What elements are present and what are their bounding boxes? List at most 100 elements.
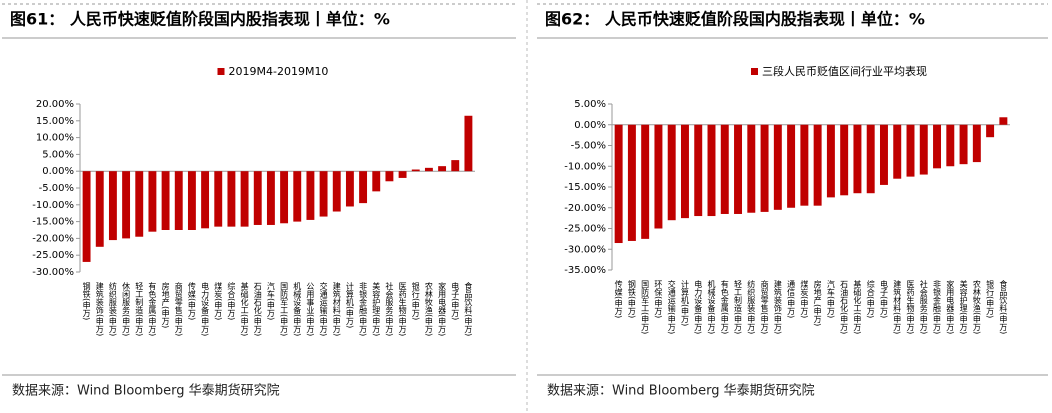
x-tick-label: 电子(申万) — [879, 279, 888, 318]
bar — [227, 171, 236, 227]
x-tick-label: 环保(申万) — [654, 280, 663, 318]
bar — [240, 171, 249, 227]
x-tick-label: 汽车(申万) — [266, 281, 275, 320]
x-tick-label: 公用事业(申万) — [306, 282, 315, 336]
bar — [135, 171, 144, 237]
bar — [201, 171, 210, 229]
x-tick-label: 社会服务(申万) — [919, 279, 928, 334]
bar — [614, 124, 623, 244]
x-tick-label: 煤炭(申万) — [800, 279, 809, 318]
x-tick-label: 非银金融(申万) — [933, 279, 942, 334]
x-tick-label: 纺织服装(申万) — [108, 281, 117, 336]
bar — [148, 171, 157, 232]
bar — [734, 124, 743, 214]
bar — [946, 124, 955, 167]
source: 数据来源：Wind Bloomberg 华泰期货研究院 — [12, 383, 280, 399]
bar — [879, 124, 888, 185]
bar — [214, 171, 223, 227]
chart-title: 图61： 人民币快速贬值阶段国内股指表现丨单位：% — [10, 10, 390, 29]
bar — [906, 124, 915, 177]
bar — [122, 171, 131, 239]
x-tick-label: 电子(申万) — [451, 281, 460, 320]
bar — [319, 171, 328, 217]
legend-label: 2019M4-2019M10 — [229, 65, 329, 78]
y-tick-label: 10.00% — [36, 133, 74, 144]
y-tick-label: -25.00% — [32, 250, 74, 261]
bar — [280, 171, 289, 224]
bar — [385, 171, 394, 182]
x-tick-label: 交通运输(申万) — [319, 281, 328, 336]
x-tick-label: 农林牧渔(申万) — [424, 281, 433, 336]
x-tick-label: 有色金属(申万) — [148, 281, 157, 336]
bar — [654, 124, 663, 229]
x-tick-label: 钢铁(申万) — [627, 279, 636, 318]
x-tick-label: 通信(申万) — [787, 279, 796, 318]
x-tick-label: 医药生物(申万) — [906, 280, 915, 334]
legend-label: 三段人民币贬值区间行业平均表现 — [762, 64, 927, 78]
bar — [773, 124, 782, 210]
y-tick-label: -25.00% — [564, 224, 606, 235]
x-tick-label: 纺织服装(申万) — [747, 279, 756, 334]
bar — [747, 124, 756, 213]
x-tick-label: 交通运输(申万) — [667, 279, 676, 334]
x-tick-label: 建筑装饰(申万) — [95, 281, 104, 336]
bar — [398, 171, 407, 178]
bar — [667, 124, 676, 221]
y-tick-label: 0.00% — [574, 120, 606, 131]
legend-swatch — [217, 68, 225, 75]
x-tick-label: 国防军工(申万) — [280, 282, 289, 336]
bar — [720, 124, 729, 214]
x-tick-label: 美容护理(申万) — [372, 281, 381, 336]
x-tick-label: 基础化工(申万) — [853, 279, 862, 334]
y-tick-label: -35.00% — [564, 265, 606, 276]
x-tick-label: 美容护理(申万) — [959, 279, 968, 334]
bar — [451, 160, 460, 172]
bar — [919, 124, 928, 175]
x-tick-label: 银行(申万) — [411, 281, 420, 320]
bar — [95, 171, 104, 247]
y-tick-label: -15.00% — [32, 217, 74, 228]
bar — [800, 124, 809, 206]
x-tick-label: 计算机(申万) — [680, 279, 689, 326]
x-tick-label: 食品饮料(申万) — [464, 281, 473, 336]
y-tick-label: -15.00% — [564, 182, 606, 193]
bar — [306, 171, 315, 220]
x-tick-label: 房地产(申万) — [161, 281, 170, 328]
x-tick-label: 农林牧渔(申万) — [972, 279, 981, 334]
x-tick-label: 建筑材料(申万) — [332, 281, 341, 336]
y-tick-label: -20.00% — [32, 233, 74, 244]
x-tick-label: 食品饮料(申万) — [999, 279, 1008, 334]
bar — [359, 171, 368, 204]
x-tick-label: 基础化工(申万) — [240, 281, 249, 336]
bar — [707, 124, 716, 217]
x-tick-label: 机械设备(申万) — [707, 279, 716, 334]
y-tick-label: -30.00% — [32, 267, 74, 278]
bar — [999, 117, 1008, 125]
y-tick-label: 20.00% — [36, 99, 74, 110]
y-tick-label: -5.00% — [39, 183, 74, 194]
x-tick-label: 房地产(申万) — [813, 279, 822, 326]
bar — [411, 169, 420, 172]
bar — [187, 171, 196, 230]
bar — [345, 171, 354, 207]
x-tick-label: 有色金属(申万) — [720, 279, 729, 334]
bar — [108, 171, 117, 241]
bar — [787, 124, 796, 208]
x-tick-label: 传媒(申万) — [187, 281, 196, 320]
bar — [372, 171, 381, 192]
x-tick-label: 石油石化(申万) — [840, 280, 849, 334]
legend-swatch — [751, 68, 758, 75]
bar — [627, 124, 636, 241]
bar — [82, 171, 91, 262]
bar — [694, 124, 703, 217]
x-tick-label: 社会服务(申万) — [385, 281, 394, 336]
x-tick-label: 商贸零售(申万) — [174, 281, 183, 336]
bar — [826, 124, 835, 198]
bar — [866, 124, 875, 194]
bar — [438, 166, 447, 172]
x-tick-label: 传媒(申万) — [614, 279, 623, 318]
x-tick-label: 钢铁(申万) — [82, 281, 91, 320]
x-tick-label: 商贸零售(申万) — [760, 279, 769, 334]
bar — [641, 124, 650, 239]
x-tick-label: 机械设备(申万) — [293, 281, 302, 336]
